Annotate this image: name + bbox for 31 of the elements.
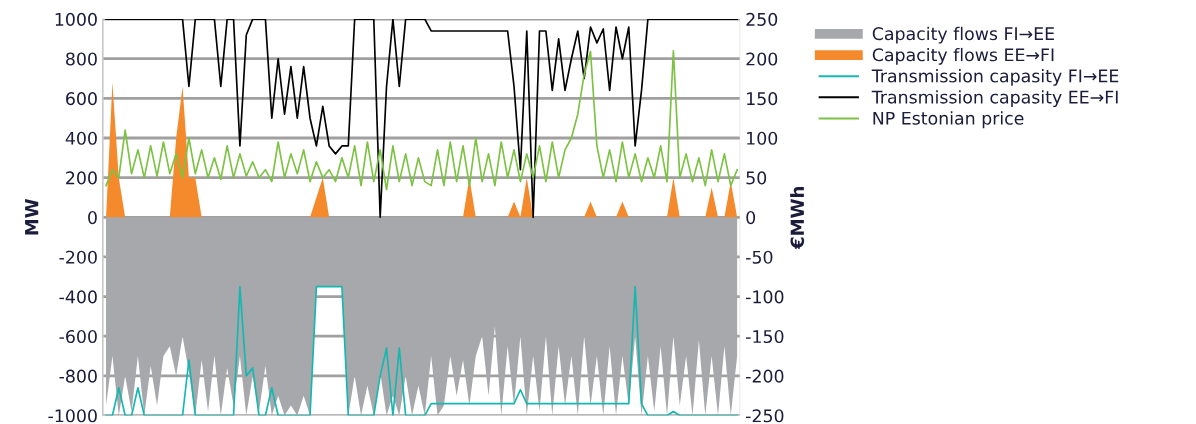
y2-tick-label: -250 xyxy=(746,409,784,423)
y2-tick-label: 150 xyxy=(747,92,778,106)
y-tick-label: -1000 xyxy=(48,409,97,423)
y2-tick-label: 250 xyxy=(746,12,778,26)
legend-label: NP Estonian price xyxy=(873,111,1024,129)
y-tick-label: -200 xyxy=(59,250,97,264)
y2-tick-label: -100 xyxy=(746,290,784,304)
y-tick-label: 0 xyxy=(88,211,97,225)
y2-tick-label: 0 xyxy=(746,211,756,225)
y-tick-label: 200 xyxy=(66,171,97,185)
y2-tick-label: 50 xyxy=(746,171,767,185)
y2-tick-label: -150 xyxy=(746,329,784,344)
y2-tick-label: -50 xyxy=(746,250,773,264)
line-series xyxy=(105,19,738,219)
y-tick-label: -400 xyxy=(59,290,97,304)
y2-tick-label: 100 xyxy=(747,131,778,145)
y-tick-label: 1000 xyxy=(55,12,97,26)
legend-label: Capacity flows EE→FI xyxy=(872,47,1054,65)
y2-tick-label: -200 xyxy=(746,369,784,383)
legend-label: Transmission capasity EE→FI xyxy=(871,90,1118,108)
y2-tick-label: 200 xyxy=(746,52,778,66)
legend-label: Capacity flows FI→EE xyxy=(872,26,1054,44)
y-tick-label: 400 xyxy=(65,131,97,145)
y-tick-label: -800 xyxy=(59,369,97,383)
y-axis-title: MW xyxy=(25,198,39,235)
y2-axis-title: €MWh xyxy=(790,187,805,250)
y-tick-label: 800 xyxy=(66,52,97,66)
y-tick-label: 600 xyxy=(66,92,97,106)
y-tick-label: -600 xyxy=(59,329,97,344)
line-series xyxy=(105,49,738,191)
legend-label: Transmission capasity FI→EE xyxy=(871,69,1119,86)
